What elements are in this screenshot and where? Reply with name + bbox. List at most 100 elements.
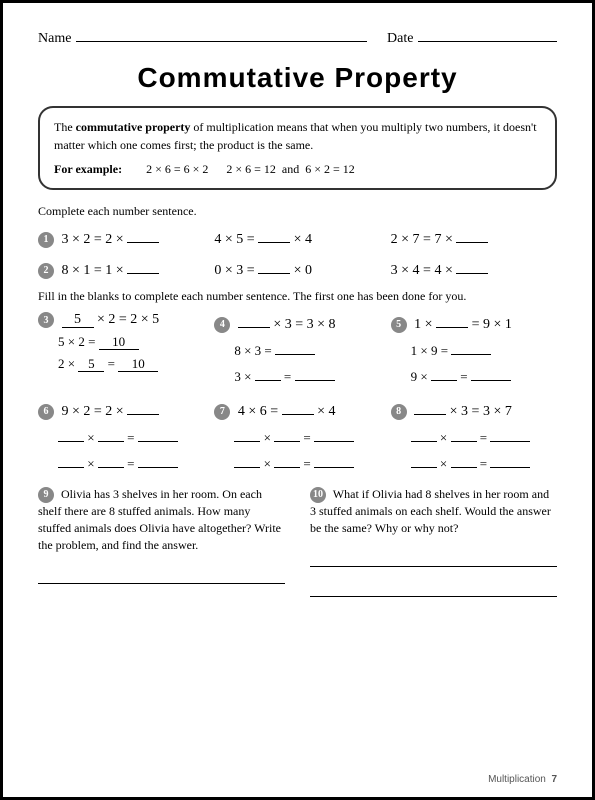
p9-text: Olivia has 3 shelves in her room. On eac…: [38, 487, 281, 552]
blank[interactable]: [451, 452, 477, 468]
blank[interactable]: [274, 426, 300, 442]
problem-row-1: 1 3 × 2 = 2 × 4 × 5 = × 4 2 × 7 = 7 ×: [38, 227, 557, 248]
eq: =: [108, 356, 115, 371]
blank[interactable]: [414, 399, 446, 415]
p5l2: 1 × 9 =: [411, 343, 448, 358]
eq: =: [480, 456, 487, 471]
instruction-1: Complete each number sentence.: [38, 204, 557, 219]
blank-filled[interactable]: 10: [99, 334, 139, 350]
blank[interactable]: [138, 452, 178, 468]
eq: =: [127, 456, 134, 471]
problem-row-345: 3 5 × 2 = 2 × 5 5 × 2 = 10 2 × 5 = 10 4 …: [38, 312, 557, 389]
p2c: 3 × 4 = 4 ×: [391, 263, 453, 278]
bullet-7: 7: [214, 404, 230, 420]
p4-post: × 3 = 3 × 8: [273, 317, 335, 332]
times: ×: [440, 456, 447, 471]
p2b-post: × 0: [294, 263, 312, 278]
blank[interactable]: [451, 339, 491, 355]
p4l3a: 3 ×: [234, 369, 251, 384]
blank[interactable]: [258, 258, 290, 274]
blank[interactable]: [411, 426, 437, 442]
bullet-4: 4: [214, 317, 230, 333]
blank[interactable]: [138, 426, 178, 442]
blank[interactable]: [314, 452, 354, 468]
p6: 9 × 2 = 2 ×: [62, 404, 124, 419]
blank[interactable]: [314, 426, 354, 442]
eq: =: [127, 430, 134, 445]
p1b-post: × 4: [294, 232, 312, 247]
times: ×: [264, 456, 271, 471]
p2a: 8 × 1 = 1 ×: [62, 263, 124, 278]
def-bold: commutative property: [76, 120, 191, 134]
blank-filled[interactable]: 10: [118, 356, 158, 372]
blank[interactable]: [98, 426, 124, 442]
blank[interactable]: [127, 399, 159, 415]
p7-pre: 4 × 6 =: [238, 404, 278, 419]
eq: =: [303, 456, 310, 471]
times: ×: [87, 430, 94, 445]
bullet-6: 6: [38, 404, 54, 420]
example-label: For example:: [54, 162, 122, 176]
problem-row-2: 2 8 × 1 = 1 × 0 × 3 = × 0 3 × 4 = 4 ×: [38, 258, 557, 279]
bullet-5: 5: [391, 317, 407, 333]
blank-filled[interactable]: 5: [62, 312, 94, 328]
bullet-10: 10: [310, 487, 326, 503]
blank[interactable]: [295, 365, 335, 381]
p8-post: × 3 = 3 × 7: [450, 404, 512, 419]
blank[interactable]: [238, 312, 270, 328]
blank[interactable]: [436, 312, 468, 328]
date-label: Date: [387, 31, 413, 47]
blank[interactable]: [98, 452, 124, 468]
instruction-2: Fill in the blanks to complete each numb…: [38, 289, 557, 304]
times: ×: [440, 430, 447, 445]
blank[interactable]: [58, 426, 84, 442]
date-field[interactable]: Date: [387, 28, 557, 47]
blank[interactable]: [456, 227, 488, 243]
blank[interactable]: [451, 426, 477, 442]
blank[interactable]: [127, 258, 159, 274]
blank[interactable]: [490, 426, 530, 442]
p4l2: 8 × 3 =: [234, 343, 271, 358]
answer-line[interactable]: [38, 568, 285, 584]
blank[interactable]: [275, 339, 315, 355]
p5l3a: 9 ×: [411, 369, 428, 384]
eq: =: [460, 369, 467, 384]
p1c: 2 × 7 = 7 ×: [391, 232, 453, 247]
eq: =: [480, 430, 487, 445]
p3l2: 5 × 2 =: [58, 334, 95, 349]
p5-pre: 1 ×: [414, 317, 432, 332]
blank[interactable]: [282, 399, 314, 415]
blank[interactable]: [258, 227, 290, 243]
p3-post: × 2 = 2 × 5: [97, 312, 159, 327]
word-problems: 9 Olivia has 3 shelves in her room. On e…: [38, 486, 557, 597]
problem-row-678: 6 9 × 2 = 2 × × = × = 7 4 × 6 = × 4 × = …: [38, 399, 557, 476]
blank[interactable]: [274, 452, 300, 468]
bullet-9: 9: [38, 487, 54, 503]
p5-post: = 9 × 1: [472, 317, 512, 332]
definition-box: The commutative property of multiplicati…: [38, 106, 557, 190]
footer: Multiplication 7: [488, 774, 557, 785]
blank-filled[interactable]: 5: [78, 356, 104, 372]
footer-page: 7: [551, 774, 557, 785]
def-pre: The: [54, 120, 76, 134]
answer-line[interactable]: [310, 581, 557, 597]
blank[interactable]: [255, 365, 281, 381]
name-field[interactable]: Name: [38, 28, 367, 47]
blank[interactable]: [490, 452, 530, 468]
blank[interactable]: [58, 452, 84, 468]
p1a: 3 × 2 = 2 ×: [62, 232, 124, 247]
blank[interactable]: [411, 452, 437, 468]
footer-section: Multiplication: [488, 774, 546, 785]
blank[interactable]: [234, 452, 260, 468]
answer-line[interactable]: [310, 551, 557, 567]
bullet-3: 3: [38, 312, 54, 328]
blank[interactable]: [431, 365, 457, 381]
example-text: 2 × 6 = 6 × 2 2 × 6 = 12 and 6 × 2 = 12: [146, 162, 355, 176]
header: Name Date: [38, 28, 557, 47]
blank[interactable]: [234, 426, 260, 442]
p1b-pre: 4 × 5 =: [214, 232, 254, 247]
blank[interactable]: [127, 227, 159, 243]
blank[interactable]: [456, 258, 488, 274]
page-title: Commutative Property: [38, 62, 557, 94]
blank[interactable]: [471, 365, 511, 381]
